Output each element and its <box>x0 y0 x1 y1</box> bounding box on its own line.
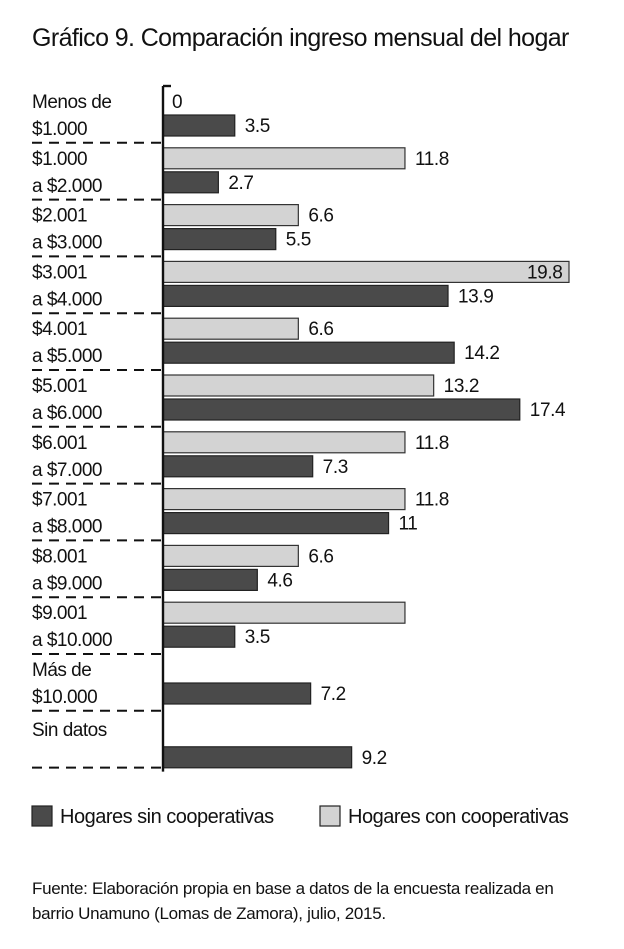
value-label: 2.7 <box>228 173 253 194</box>
bar-hogares-con-cooperativas <box>162 204 299 227</box>
bar-hogares-con-cooperativas <box>162 317 299 340</box>
value-label: 5.5 <box>286 230 311 251</box>
category-label: $5.001 <box>32 376 87 397</box>
value-label: 11.8 <box>415 490 449 511</box>
bar-hogares-sin-cooperativas <box>162 284 449 307</box>
category-label: a $3.000 <box>32 233 102 254</box>
category-label: a $8.000 <box>32 517 102 538</box>
bar-hogares-sin-cooperativas <box>162 625 236 648</box>
bar-hogares-sin-cooperativas <box>162 746 353 769</box>
bar-hogares-con-cooperativas <box>162 260 570 283</box>
bar-hogares-sin-cooperativas <box>162 511 390 535</box>
bar-hogares-sin-cooperativas <box>162 398 521 421</box>
value-label: 19.8 <box>527 262 562 283</box>
legend-label: Hogares con cooperativas <box>348 806 569 828</box>
bar-hogares-sin-cooperativas <box>162 682 312 705</box>
value-label: 4.6 <box>267 570 292 591</box>
category-label: $8.001 <box>32 546 87 567</box>
category-label: $2.001 <box>32 206 87 227</box>
category-label: a $4.000 <box>32 289 102 310</box>
value-label: 17.4 <box>530 400 566 421</box>
category-label: Más de <box>32 660 91 681</box>
legend: Hogares sin cooperativas Hogares con coop… <box>31 805 569 828</box>
bar-hogares-sin-cooperativas <box>162 171 219 194</box>
bar-hogares-con-cooperativas <box>162 544 299 568</box>
value-label: 6.6 <box>308 206 333 227</box>
value-label: 6.6 <box>308 546 333 567</box>
legend-label: Hogares sin cooperativas <box>60 806 274 828</box>
bar-hogares-con-cooperativas <box>162 488 406 511</box>
bar-hogares-con-cooperativas <box>162 374 435 397</box>
value-label: 3.5 <box>245 116 270 137</box>
bar-hogares-con-cooperativas <box>162 601 406 624</box>
legend-swatch <box>319 805 341 827</box>
bar-hogares-sin-cooperativas <box>162 568 258 592</box>
plot-area: Menos de $1.000 0 3.5 $1.000 a $2.000 11.8 2.7 $… <box>32 84 570 772</box>
bar-hogares-con-cooperativas <box>162 431 406 454</box>
value-label: 11 <box>399 514 418 535</box>
chart-title: Gráfico 9. Comparación ingreso mensual d… <box>32 24 569 52</box>
category-label: a $5.000 <box>32 346 102 367</box>
category-label: $10.000 <box>32 687 97 708</box>
value-label: 13.9 <box>458 286 493 307</box>
value-label: 13.2 <box>444 376 479 397</box>
category-label: $1.000 <box>32 119 87 140</box>
value-label: 6.6 <box>308 319 333 340</box>
bar-hogares-con-cooperativas <box>162 147 406 170</box>
bar-hogares-sin-cooperativas <box>162 228 277 251</box>
category-label: a $9.000 <box>32 573 102 594</box>
category-label: $4.001 <box>32 319 87 340</box>
value-label: 3.5 <box>245 627 270 648</box>
category-label: $7.001 <box>32 490 87 511</box>
bar-hogares-sin-cooperativas <box>162 455 314 478</box>
bar-hogares-sin-cooperativas <box>162 114 236 137</box>
value-label: 0 <box>172 92 182 113</box>
value-label: 11.8 <box>415 149 449 170</box>
category-label: $1.000 <box>32 149 87 170</box>
category-label: a $7.000 <box>32 460 102 481</box>
value-label: 11.8 <box>415 433 449 454</box>
category-label: a $2.000 <box>32 176 102 197</box>
category-label: $6.001 <box>32 433 87 454</box>
category-label: $9.001 <box>32 603 87 624</box>
category-label: Menos de <box>32 92 111 113</box>
category-label: $3.001 <box>32 262 87 283</box>
category-label: a $10.000 <box>32 630 112 651</box>
value-label: 9.2 <box>362 748 387 769</box>
source-line-2: barrio Unamuno (Lomas de Zamora), julio,… <box>32 904 386 923</box>
value-label: 7.3 <box>323 457 348 478</box>
category-label: Sin datos <box>32 720 107 741</box>
value-label: 7.2 <box>321 684 346 705</box>
value-label: 14.2 <box>464 343 499 364</box>
category-label: a $6.000 <box>32 403 102 424</box>
source-line-1: Fuente: Elaboración propia en base a dat… <box>32 879 554 898</box>
legend-swatch <box>31 805 53 827</box>
bar-hogares-sin-cooperativas <box>162 341 455 364</box>
